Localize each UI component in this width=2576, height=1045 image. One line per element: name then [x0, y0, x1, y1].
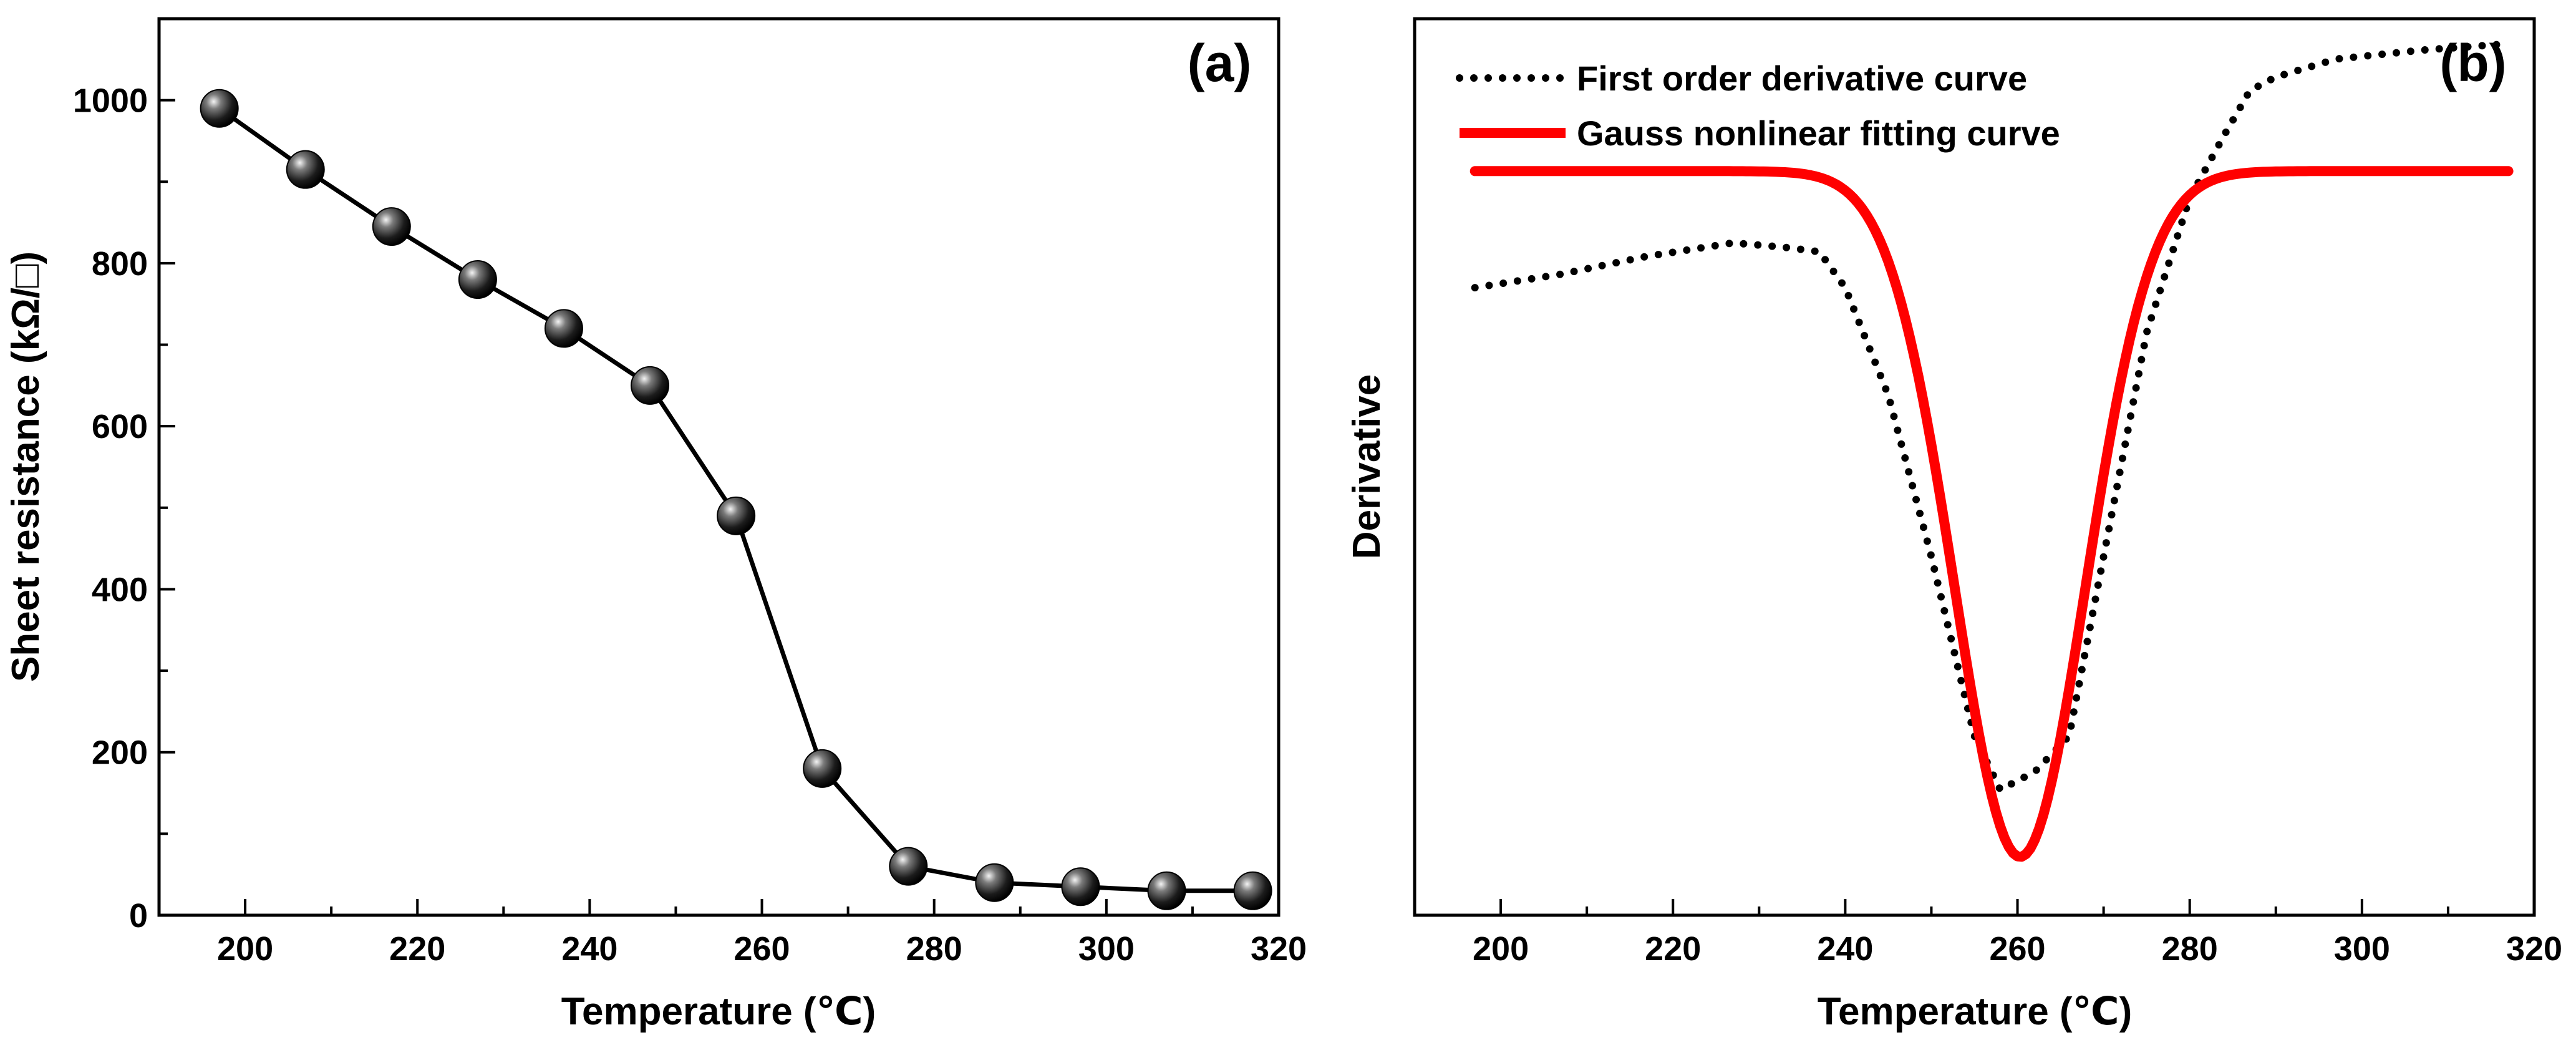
- chart-b-x-tick-label: 300: [2334, 930, 2390, 968]
- chart-a-data-point: [286, 150, 325, 189]
- chart-b: 200 220 240 260 280 300 320 (b) Temperature (℃…: [1345, 17, 2562, 1033]
- chart-a-axes: 200 220 240 260 280 300 320 0 200 400 600 800 1000: [73, 82, 1307, 968]
- chart-a-x-tick-label: 300: [1078, 930, 1135, 968]
- chart-a-data-point: [717, 496, 756, 535]
- chart-a-x-tick-label: 260: [734, 930, 790, 968]
- chart-a-data-point: [975, 863, 1014, 902]
- chart-a-x-tick-label: 220: [389, 930, 445, 968]
- chart-a-data-point: [631, 366, 670, 405]
- chart-a-data-point: [1233, 871, 1272, 910]
- chart-b-x-tick-label: 280: [2162, 930, 2218, 968]
- chart-a-data-point: [1147, 871, 1186, 910]
- chart-a-x-tick-label: 320: [1251, 930, 1307, 968]
- chart-b-x-axis-label: Temperature (℃): [1818, 990, 2133, 1033]
- chart-a-data-point: [458, 260, 497, 299]
- legend-label-gauss-fit: Gauss nonlinear fitting curve: [1577, 114, 2060, 153]
- chart-a-y-tick-label: 800: [92, 245, 148, 283]
- chart-a-x-tick-label: 200: [217, 930, 273, 968]
- chart-a-data-point: [200, 89, 239, 128]
- chart-a-y-tick-label: 0: [129, 897, 148, 935]
- chart-b-y-axis-label: Derivative: [1345, 374, 1388, 559]
- chart-b-x-tick-label: 220: [1645, 930, 1701, 968]
- chart-b-marks: [1470, 40, 2514, 862]
- chart-b-panel-label: (b): [2439, 34, 2506, 92]
- chart-a-frame: [157, 17, 1281, 917]
- chart-a-panel-label: (a): [1188, 34, 1252, 92]
- chart-a-y-tick-label: 400: [92, 571, 148, 608]
- chart-a-data-point: [889, 847, 928, 886]
- chart-a-data-point: [544, 309, 583, 348]
- chart-a-data-point: [372, 207, 411, 246]
- chart-a-y-axis-label: Sheet resistance (kΩ/□): [4, 251, 47, 682]
- legend-label-derivative: First order derivative curve: [1577, 59, 2027, 98]
- chart-a-x-axis-label: Temperature (℃): [561, 990, 876, 1033]
- chart-b-gauss-fit-line: [1470, 166, 2514, 862]
- chart-b-x-tick-label: 240: [1817, 930, 1873, 968]
- chart-b-frame: [1413, 17, 2536, 917]
- chart-b-legend: First order derivative curve Gauss nonli…: [1456, 59, 2060, 153]
- chart-b-axes: 200 220 240 260 280 300 320: [1473, 899, 2562, 968]
- chart-a-y-tick-label: 1000: [73, 82, 148, 120]
- chart-a: 200 220 240 260 280 300 320 0 200 400 600 800 1000 (…: [4, 17, 1307, 1033]
- chart-b-x-tick-label: 260: [1989, 930, 2045, 968]
- chart-b-x-tick-label: 200: [1473, 930, 1529, 968]
- chart-b-derivative-line: [1471, 40, 2512, 794]
- chart-b-x-tick-label: 320: [2506, 930, 2562, 968]
- chart-a-y-tick-label: 200: [92, 734, 148, 772]
- chart-a-marks: [200, 89, 1272, 910]
- chart-a-x-tick-label: 240: [561, 930, 617, 968]
- chart-a-data-point: [1061, 867, 1100, 906]
- chart-a-x-tick-label: 280: [906, 930, 962, 968]
- chart-a-y-tick-label: 600: [92, 408, 148, 445]
- chart-a-data-point: [803, 749, 842, 788]
